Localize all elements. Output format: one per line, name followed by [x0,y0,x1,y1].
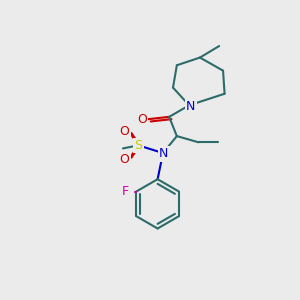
Text: O: O [120,153,129,166]
Text: N: N [159,147,168,160]
Text: S: S [134,139,142,152]
Text: F: F [122,185,129,198]
Text: O: O [137,113,147,126]
Text: O: O [120,125,129,138]
Text: N: N [186,100,195,113]
